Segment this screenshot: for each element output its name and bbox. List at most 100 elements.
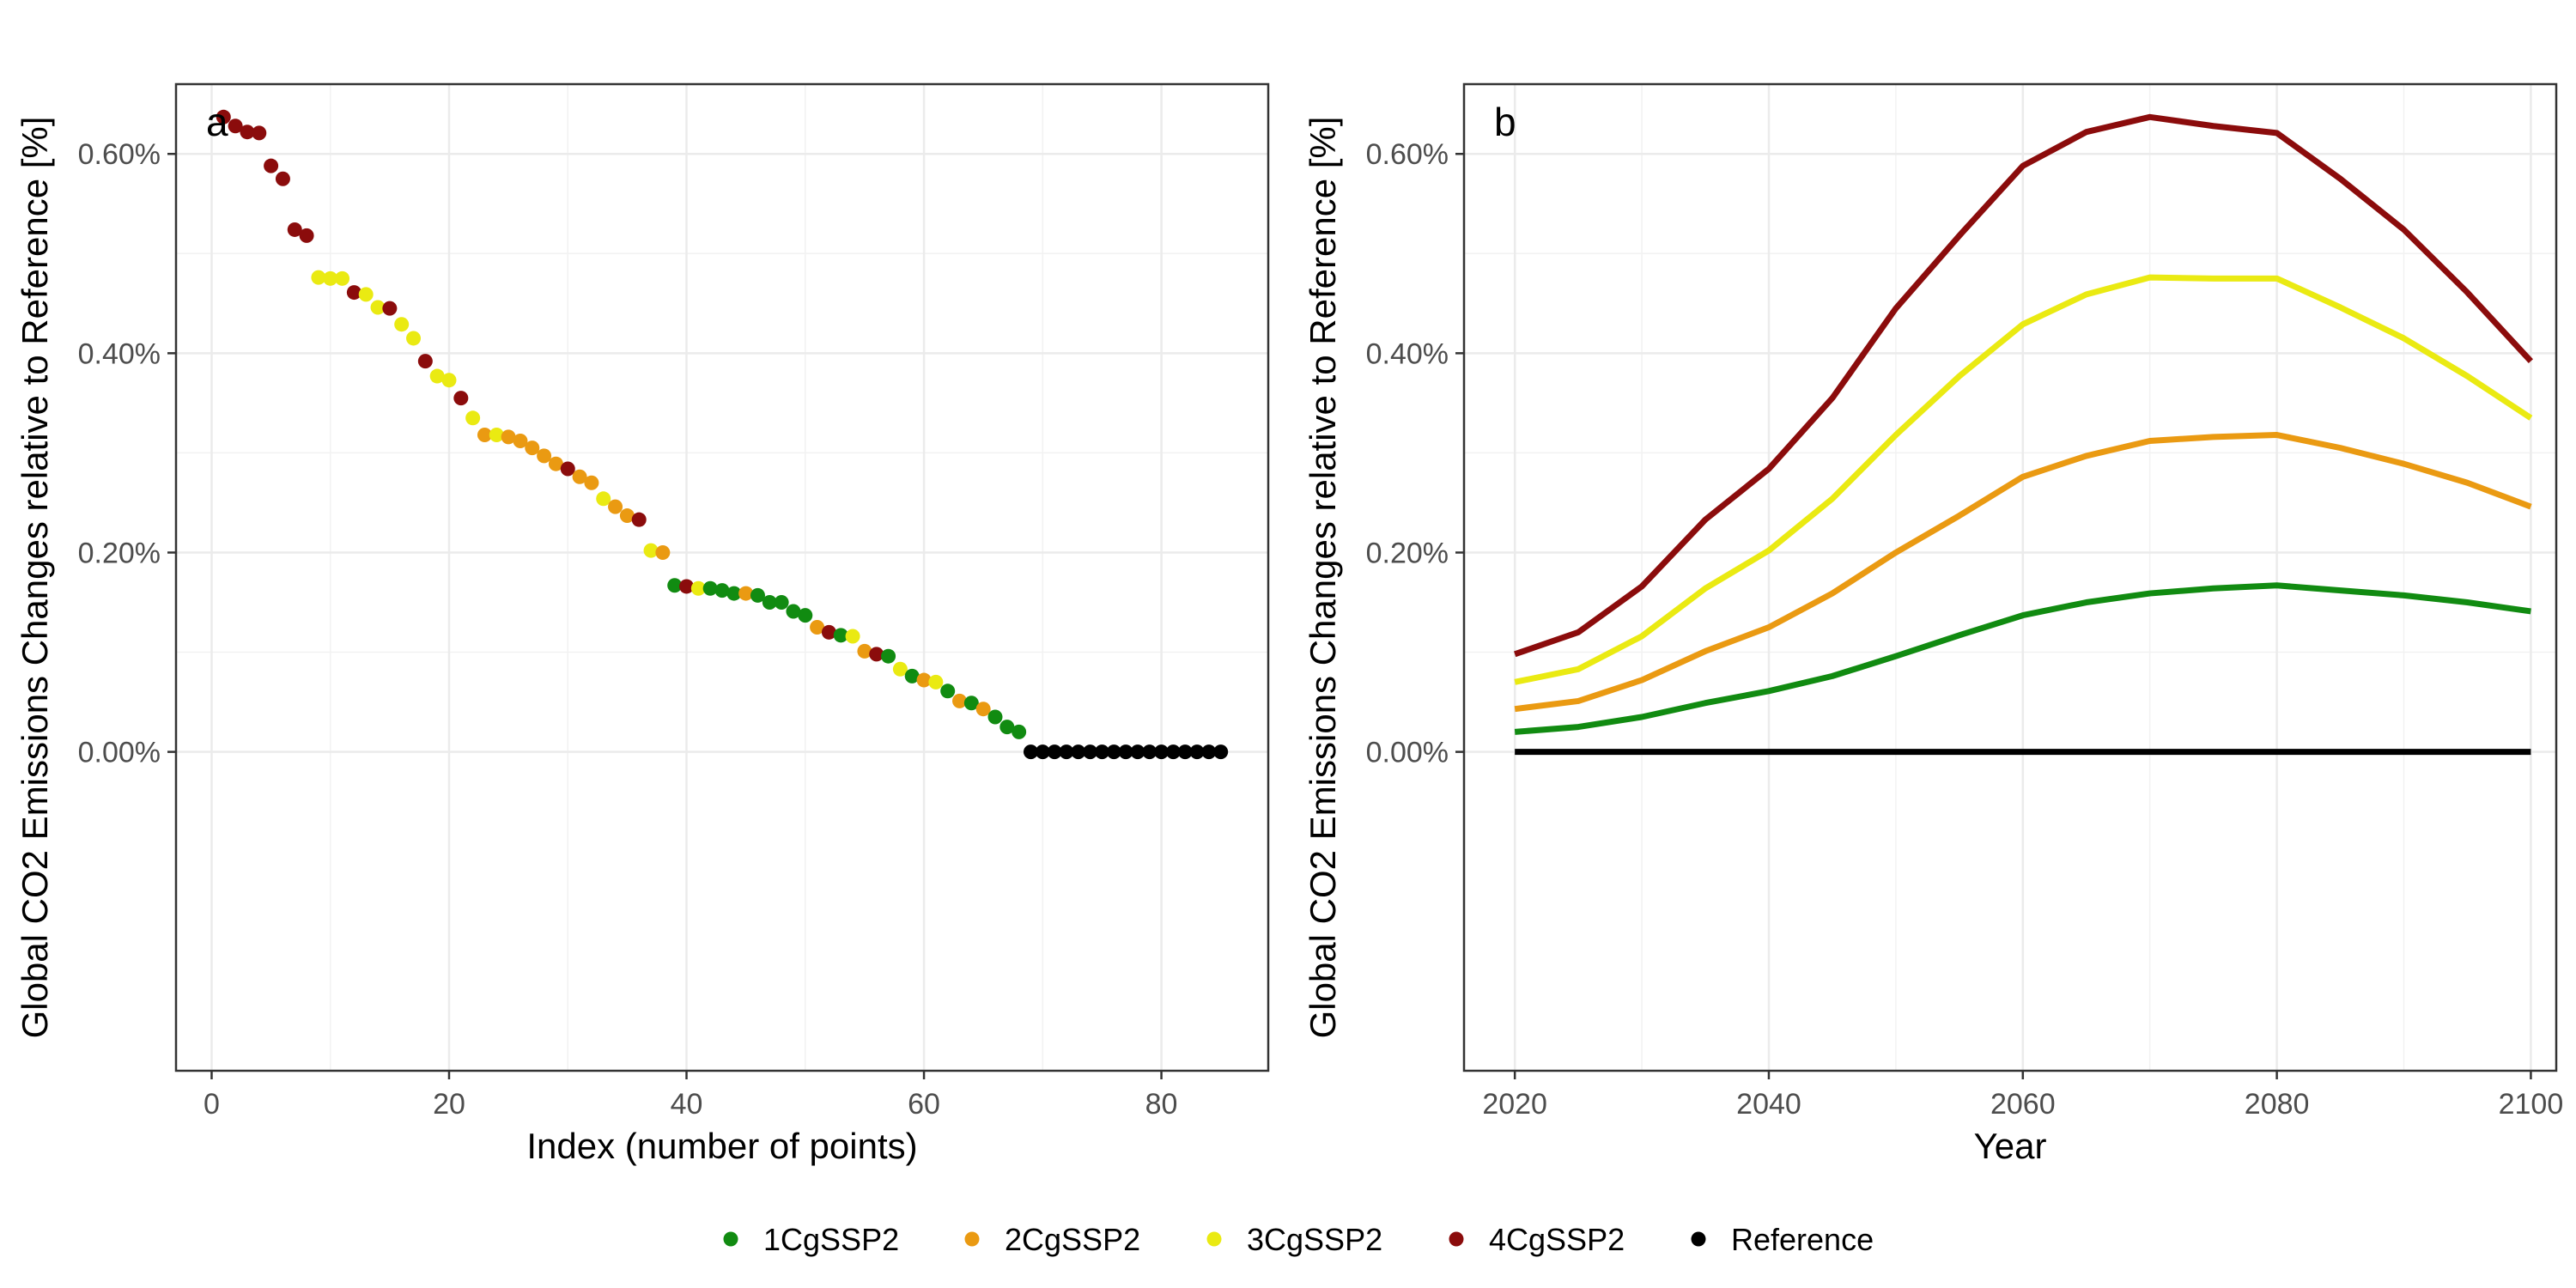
panel-a-grid [176, 84, 1268, 1071]
point-1cgssp2-44 [726, 586, 742, 601]
point-3cgssp2-22 [465, 410, 481, 426]
point-1cgssp2-57 [881, 648, 896, 664]
legend-label: 2CgSSP2 [1005, 1222, 1140, 1257]
point-3cgssp2-20 [441, 373, 457, 388]
point-3cgssp2-10 [323, 270, 338, 286]
point-reference-79 [1142, 744, 1157, 760]
x-tick-label: 2080 [2245, 1088, 2310, 1121]
point-2cgssp2-65 [975, 702, 991, 717]
legend-item-2cgssp2: 2CgSSP2 [964, 1222, 1140, 1257]
point-3cgssp2-17 [406, 331, 422, 346]
panel-b-x-axis-title: Year [1974, 1126, 2047, 1166]
point-4cgssp2-6 [275, 171, 290, 186]
panel-a-y-axis-title: Global CO2 Emissions Changes relative to… [15, 117, 55, 1039]
point-reference-77 [1118, 744, 1133, 760]
point-3cgssp2-9 [311, 270, 326, 285]
point-reference-80 [1154, 744, 1170, 760]
point-2cgssp2-63 [952, 693, 968, 708]
point-1cgssp2-66 [987, 709, 1003, 725]
point-2cgssp2-25 [501, 429, 516, 445]
point-4cgssp2-56 [869, 647, 884, 662]
series-line-4cgssp2 [1514, 113, 2533, 658]
series-line-1cgssp2 [1514, 582, 2531, 735]
point-4cgssp2-30 [560, 461, 575, 477]
panel-a-frame [174, 82, 1270, 1072]
legend-label: Reference [1731, 1222, 1874, 1257]
point-4cgssp2-4 [252, 125, 267, 141]
legend-item-4cgssp2: 4CgSSP2 [1449, 1222, 1625, 1257]
series-line-2cgssp2 [1514, 432, 2532, 713]
point-reference-72 [1059, 744, 1074, 760]
point-3cgssp2-33 [596, 491, 611, 507]
legend-label: 4CgSSP2 [1489, 1222, 1625, 1257]
y-tick-label: 0.40% [78, 337, 161, 370]
point-1cgssp2-48 [774, 595, 789, 611]
x-tick-label: 80 [1145, 1088, 1178, 1121]
point-reference-84 [1201, 744, 1217, 760]
panel-a-y-ticks: 0.00% 0.20% 0.40% 0.60% [78, 138, 176, 769]
panel-b-tag: b [1494, 100, 1516, 144]
point-3cgssp2-41 [690, 580, 706, 596]
point-reference-71 [1047, 744, 1062, 760]
point-3cgssp2-13 [358, 287, 374, 302]
y-tick-label: 0.00% [1366, 737, 1449, 769]
point-reference-75 [1094, 744, 1109, 760]
point-2cgssp2-32 [584, 475, 599, 490]
point-2cgssp2-28 [537, 448, 552, 464]
panel-a-x-axis-title: Index (number of points) [526, 1126, 917, 1166]
point-3cgssp2-19 [429, 368, 445, 384]
point-reference-74 [1083, 744, 1098, 760]
point-4cgssp2-18 [417, 354, 433, 369]
y-tick-label: 0.20% [1366, 537, 1449, 569]
panel-a-tag: a [206, 100, 228, 144]
legend-item-3cgssp2: 3CgSSP2 [1206, 1222, 1382, 1257]
point-4cgssp2-52 [821, 624, 836, 640]
point-reference-76 [1106, 744, 1121, 760]
point-2cgssp2-27 [525, 440, 540, 456]
legend-key [723, 1231, 738, 1247]
legend-item-reference: Reference [1691, 1222, 1874, 1257]
legend: 1CgSSP2 2CgSSP2 3CgSSP2 4CgSSP2 Reference [723, 1222, 1874, 1257]
point-1cgssp2-49 [786, 604, 801, 619]
point-1cgssp2-42 [702, 580, 718, 596]
point-reference-78 [1130, 744, 1145, 760]
point-reference-81 [1165, 744, 1181, 760]
x-tick-label: 0 [204, 1088, 220, 1121]
point-reference-70 [1035, 744, 1050, 760]
point-3cgssp2-61 [928, 674, 944, 690]
panel-b-y-ticks: 0.00% 0.20% 0.40% 0.60% [1366, 138, 1464, 769]
legend-item-1cgssp2: 1CgSSP2 [723, 1222, 899, 1257]
point-1cgssp2-39 [667, 578, 683, 593]
point-1cgssp2-62 [940, 683, 956, 699]
point-4cgssp2-7 [287, 222, 302, 237]
point-2cgssp2-34 [608, 499, 623, 514]
point-2cgssp2-29 [548, 456, 563, 471]
y-tick-label: 0.40% [1366, 337, 1449, 370]
point-1cgssp2-47 [762, 595, 777, 611]
point-3cgssp2-54 [845, 629, 860, 644]
point-1cgssp2-64 [963, 696, 979, 711]
point-2cgssp2-23 [477, 428, 492, 443]
y-tick-label: 0.20% [78, 537, 161, 569]
point-2cgssp2-60 [916, 672, 932, 688]
point-4cgssp2-12 [346, 285, 361, 301]
point-2cgssp2-35 [619, 508, 635, 524]
y-tick-label: 0.60% [78, 138, 161, 171]
point-3cgssp2-16 [394, 317, 410, 332]
point-3cgssp2-11 [335, 270, 350, 286]
panel-b-frame [1462, 82, 2558, 1072]
point-4cgssp2-21 [453, 391, 469, 406]
x-tick-label: 2060 [1990, 1088, 2056, 1121]
point-4cgssp2-1 [216, 109, 231, 125]
panel-a: a 0 20 40 60 80 0.00% 0.20% 0.40% 0.60% Index (… [15, 82, 1270, 1166]
x-tick-label: 20 [433, 1088, 465, 1121]
panel-b-grid [1464, 84, 2556, 1071]
legend-label: 1CgSSP2 [763, 1222, 899, 1257]
panel-b-x-ticks: 2020 2040 2060 2080 2100 [1482, 1071, 2563, 1121]
point-1cgssp2-67 [999, 720, 1015, 735]
point-3cgssp2-58 [892, 661, 908, 677]
x-tick-label: 60 [908, 1088, 940, 1121]
point-4cgssp2-5 [264, 158, 279, 173]
y-tick-label: 0.60% [1366, 138, 1449, 171]
